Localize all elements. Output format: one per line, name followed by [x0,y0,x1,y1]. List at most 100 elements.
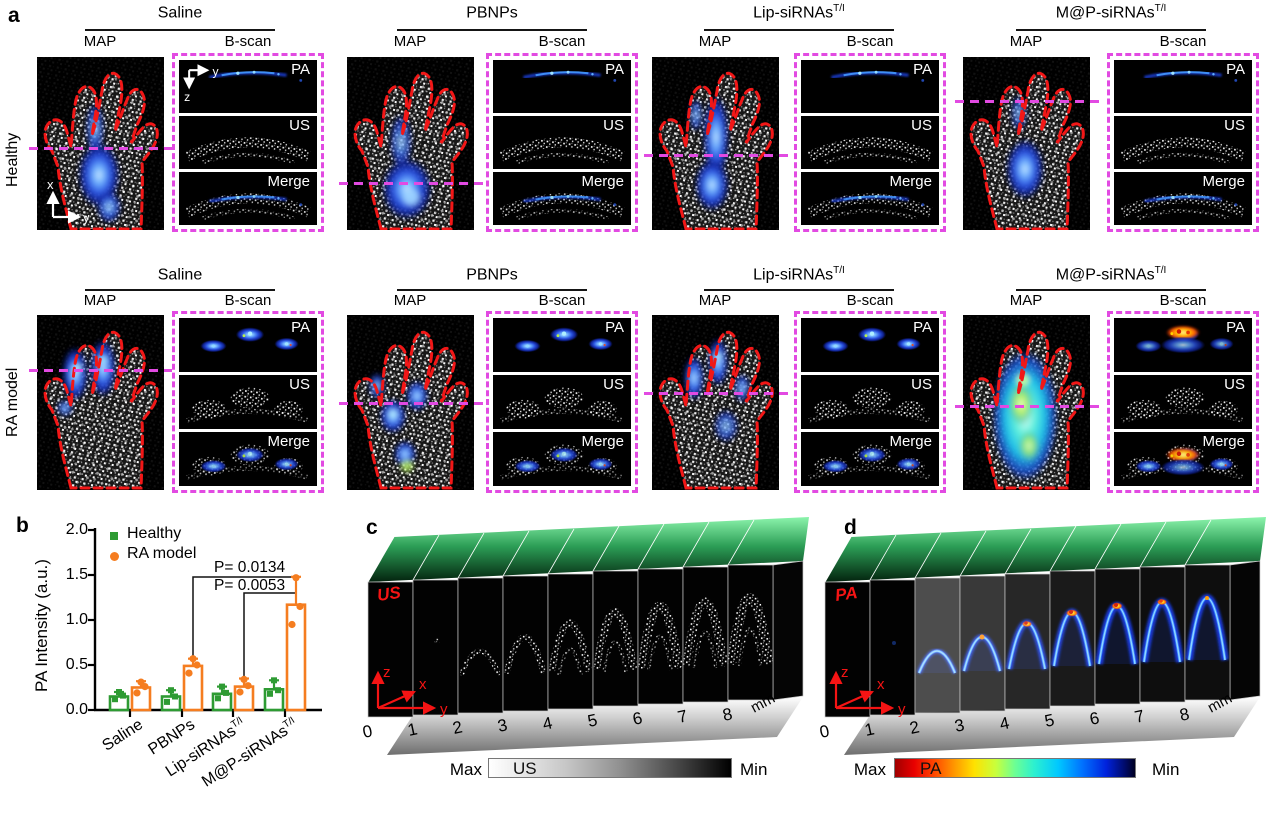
bscan-pa-image: PA [801,318,939,372]
pa-label: PA [1226,61,1245,78]
us-slices [367,564,774,718]
bscan-panel-healthy-saline: y z PA US Merge [172,53,324,232]
panel-letter-d: d [844,516,857,539]
bscan-panel-healthy-lip: PA US Merge [794,53,946,232]
pa-colorbar-max: Max [853,760,886,779]
stack-ceiling [825,517,1266,582]
section-line [955,405,1102,408]
y-tick-label: 1.0 [65,611,88,628]
bscan-label: B-scan [224,33,272,50]
bscan-panel-ra-lip: PA US Merge [794,311,946,493]
map-label: MAP [698,292,732,309]
bscan-label: B-scan [1159,292,1207,309]
bscan-label: B-scan [1159,33,1207,50]
pa-label: PA [913,61,932,78]
merge-label: Merge [1202,173,1245,190]
group-title-mp-sirnas: M@P-siRNAsT/I [1055,265,1167,284]
depth-labels: 0 1 2 3 4 5 6 7 8 mm [361,690,778,742]
bscan-pa-image: y z PA [179,60,317,113]
legend-swatch-ra-model [110,552,119,561]
group-title-pbnps: PBNPs [466,4,518,22]
y-axis-label: y [212,64,219,78]
title-underline [704,289,894,291]
bscan-panel-ra-saline: PA US Merge [172,311,324,493]
ceiling-separators [824,519,1212,583]
map-label: MAP [393,33,427,50]
merge-label: Merge [267,433,310,450]
modality-label-pa: PA [834,583,859,605]
legend-swatch-healthy [110,532,118,540]
bscan-axes-icon [183,64,210,90]
title-underline [704,29,894,31]
us-colorbar-min: Min [740,760,768,779]
svg-text:5: 5 [1043,710,1056,731]
us-label: US [1224,117,1245,134]
p-value-1: P= 0.0134 [214,559,286,576]
bscan-us-image: US [1114,116,1252,169]
legend-label-ra-model: RA model [127,545,197,562]
significance-bracket [243,592,296,680]
svg-text:3: 3 [496,715,509,736]
title-underline [1016,29,1206,31]
stack-ceiling [368,517,809,582]
bscan-merge-image: Merge [1114,432,1252,486]
pa-label: PA [1226,319,1245,336]
bscan-us-image: US [179,375,317,429]
bscan-label: B-scan [846,33,894,50]
bscan-merge-image: Merge [179,432,317,486]
map-axes-icon [46,190,82,224]
y-axis-label: y [898,701,906,718]
depth-labels: 0 1 2 3 4 5 6 7 8 mm [818,690,1235,742]
bscan-panel-healthy-mp: PA US Merge [1107,53,1259,232]
map-label: MAP [1009,292,1043,309]
bscan-merge-image: Merge [179,172,317,225]
legend-label-healthy: Healthy [127,525,182,542]
pa-slices [824,564,1231,718]
bscan-us-image: US [493,116,631,169]
us-3d-stack: US z x y 0 1 2 3 4 5 6 7 8 mm [361,517,809,755]
p-value-2: P= 0.0053 [214,577,286,594]
y-tick-label: 2.0 [65,521,88,538]
svg-text:0: 0 [361,721,374,742]
us-colorbar-label: US [513,759,537,778]
bscan-pa-image: PA [493,318,631,372]
us-label: US [603,376,624,393]
us-label: US [1224,376,1245,393]
section-line [339,182,488,185]
merge-label: Merge [1202,433,1245,450]
map-image-healthy-pbnps [347,57,474,230]
map-label: MAP [698,33,732,50]
bscan-merge-image: Merge [493,172,631,225]
svg-text:1: 1 [863,719,876,740]
title-underline [397,29,587,31]
bscan-us-image: US [801,116,939,169]
merge-label: Merge [581,433,624,450]
bscan-merge-image: Merge [493,432,631,486]
xyz-axes-icon [371,670,437,715]
svg-text:8: 8 [1178,704,1191,725]
pa-label: PA [605,319,624,336]
group-title-lip-sirnas: Lip-siRNAsT/I [753,3,845,22]
merge-label: Merge [581,173,624,190]
bscan-panel-ra-mp: PA US Merge [1107,311,1259,493]
bscan-label: B-scan [224,292,272,309]
bscan-panel-ra-pbnps: PA US Merge [486,311,638,493]
us-label: US [603,117,624,134]
bscan-merge-image: Merge [1114,172,1252,225]
section-line [29,369,174,372]
map-image-healthy-mp [963,57,1090,230]
svg-text:1: 1 [406,719,419,740]
pa-label: PA [291,319,310,336]
panel-letter-b: b [16,514,29,537]
title-underline [397,289,587,291]
group-title-saline: Saline [157,4,203,22]
map-image-ra-mp [963,315,1090,490]
title-underline [1016,289,1206,291]
pa-label: PA [913,319,932,336]
x-axis-label: x [47,177,54,192]
bscan-label: B-scan [538,33,586,50]
y-tick-label: 1.5 [65,566,88,583]
stack-side [1229,560,1261,701]
pa-colorbar-min: Min [1152,760,1180,779]
